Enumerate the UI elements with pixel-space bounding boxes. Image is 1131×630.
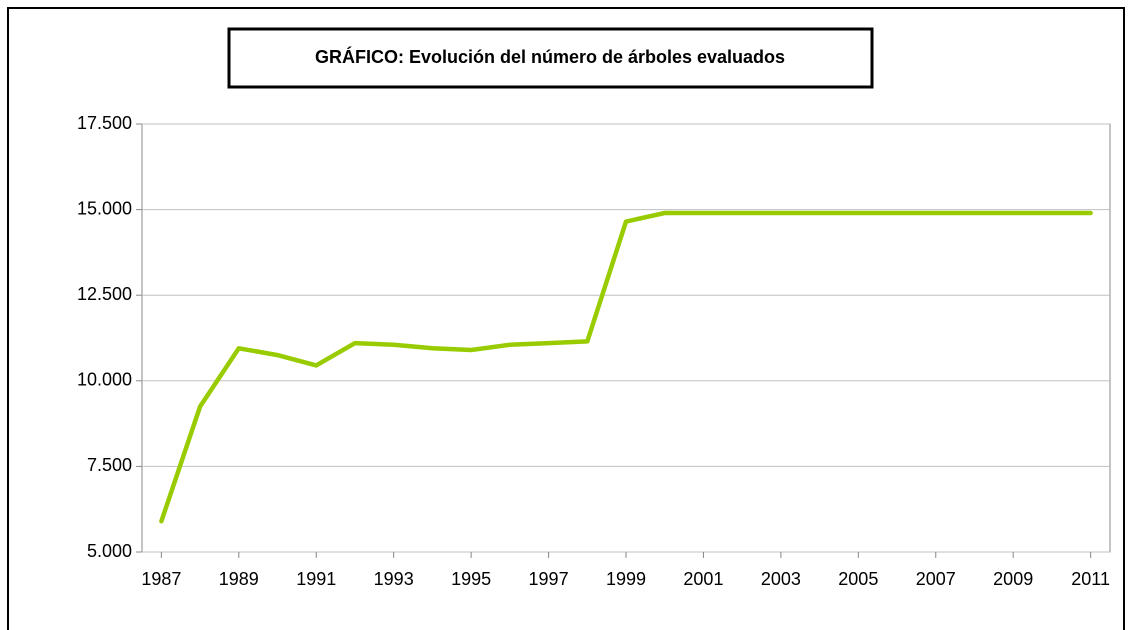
y-tick-label: 10.000 xyxy=(77,370,132,390)
x-tick-label: 1991 xyxy=(296,569,336,589)
plot-area xyxy=(141,123,1111,553)
x-tick-label: 1987 xyxy=(141,569,181,589)
x-tick-label: 2009 xyxy=(993,569,1033,589)
chart-title: GRÁFICO: Evolución del número de árboles… xyxy=(315,46,785,67)
x-tick-label: 1989 xyxy=(219,569,259,589)
chart-frame xyxy=(7,7,1125,630)
x-tick-label: 2011 xyxy=(1071,569,1110,589)
x-tick-label: 1997 xyxy=(529,569,569,589)
x-tick-label: 2003 xyxy=(761,569,801,589)
y-tick-label: 15.000 xyxy=(77,198,132,218)
y-tick-label: 17.500 xyxy=(77,113,132,133)
y-tick-label: 5.000 xyxy=(87,541,132,561)
y-tick-label: 12.500 xyxy=(77,284,132,304)
x-tick-label: 2005 xyxy=(838,569,878,589)
title-box xyxy=(227,27,874,89)
y-tick-label: 7.500 xyxy=(87,455,132,475)
x-tick-label: 1993 xyxy=(374,569,414,589)
x-tick-label: 1999 xyxy=(606,569,646,589)
x-tick-label: 1995 xyxy=(451,569,491,589)
x-tick-label: 2001 xyxy=(683,569,723,589)
data-line xyxy=(159,210,1093,524)
x-tick-label: 2007 xyxy=(916,569,956,589)
